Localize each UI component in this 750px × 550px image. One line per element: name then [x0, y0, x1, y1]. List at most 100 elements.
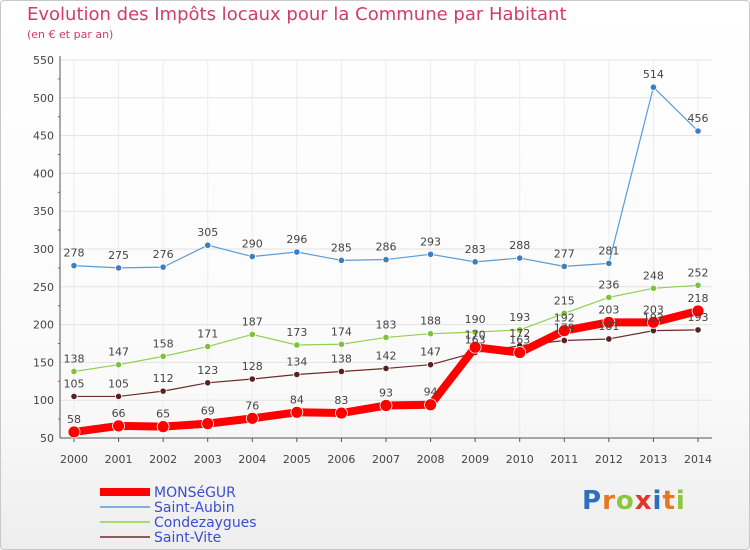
data-label-mons-gur: 94 — [424, 386, 438, 399]
data-label-saint-aubin: 281 — [598, 244, 619, 257]
chart-subtitle: (en € et par an) — [27, 28, 114, 41]
data-label-condezaygues: 193 — [509, 311, 530, 324]
legend-label: MONSéGUR — [154, 485, 236, 501]
data-label-mons-gur: 69 — [201, 405, 215, 418]
chart-series — [67, 83, 705, 439]
data-point-mons-gur — [335, 406, 348, 420]
y-tick-label: 300 — [33, 243, 54, 256]
proxiti-logo: Proxiti — [582, 486, 686, 516]
x-tick-label: 2006 — [327, 453, 355, 466]
data-label-saint-aubin: 305 — [197, 226, 218, 239]
data-label-condezaygues: 183 — [376, 318, 397, 331]
data-label-condezaygues: 147 — [108, 346, 129, 359]
data-point-saint-vite — [694, 326, 702, 334]
logo-letter: P — [582, 486, 603, 516]
y-tick-label: 200 — [33, 319, 54, 332]
data-label-condezaygues: 188 — [420, 315, 441, 328]
data-label-saint-vite: 172 — [509, 327, 530, 340]
data-point-saint-vite — [382, 364, 390, 373]
data-point-saint-aubin — [248, 252, 256, 261]
data-label-saint-aubin: 286 — [376, 241, 397, 254]
data-label-mons-gur: 203 — [598, 303, 619, 316]
data-point-mons-gur — [290, 405, 304, 419]
x-tick-label: 2000 — [60, 453, 88, 466]
data-point-saint-vite — [204, 379, 212, 387]
logo-letter: i — [652, 486, 663, 516]
x-tick-label: 2014 — [684, 453, 712, 466]
data-label-saint-aubin: 293 — [420, 235, 441, 248]
logo-letter: r — [602, 486, 616, 516]
data-point-condezaygues — [516, 326, 524, 334]
x-tick-label: 2001 — [105, 453, 133, 466]
data-label-saint-aubin: 277 — [554, 247, 575, 260]
data-label-mons-gur: 65 — [156, 408, 170, 421]
data-point-saint-aubin — [204, 241, 212, 249]
y-tick-label: 150 — [33, 356, 54, 369]
logo-letter: t — [662, 486, 676, 516]
data-point-saint-vite — [337, 367, 346, 376]
data-point-saint-vite — [70, 392, 78, 401]
data-label-saint-aubin: 296 — [286, 233, 307, 246]
data-label-condezaygues: 138 — [64, 352, 85, 365]
data-point-saint-aubin — [337, 256, 346, 264]
data-point-condezaygues — [382, 333, 390, 342]
data-point-condezaygues — [649, 284, 658, 292]
y-tick-label: 50 — [40, 432, 54, 445]
x-tick-label: 2013 — [639, 453, 667, 466]
data-point-condezaygues — [605, 293, 613, 301]
data-point-saint-aubin — [516, 254, 524, 262]
x-tick-label: 2012 — [595, 453, 623, 466]
data-label-condezaygues: 252 — [688, 266, 709, 279]
data-point-condezaygues — [560, 309, 568, 317]
data-point-mons-gur — [156, 420, 170, 434]
data-point-mons-gur — [67, 425, 81, 439]
data-label-saint-vite: 179 — [554, 321, 575, 334]
x-tick-label: 2009 — [461, 453, 489, 466]
data-point-saint-vite — [248, 375, 256, 383]
data-label-mons-gur: 66 — [112, 407, 126, 420]
legend-label: Saint-Vite — [154, 530, 221, 546]
data-label-condezaygues: 187 — [242, 315, 263, 328]
data-point-condezaygues — [293, 341, 301, 349]
logo-letter: o — [615, 486, 635, 516]
data-label-mons-gur: 76 — [245, 399, 259, 412]
y-tick-label: 400 — [33, 167, 54, 180]
data-label-saint-aubin: 285 — [331, 241, 352, 254]
data-label-mons-gur: 170 — [465, 328, 486, 341]
data-label-saint-vite: 142 — [376, 349, 397, 362]
x-tick-label: 2010 — [506, 453, 534, 466]
data-point-mons-gur — [513, 346, 527, 359]
data-label-saint-aubin: 290 — [242, 238, 263, 251]
data-point-saint-aubin — [694, 127, 702, 135]
data-label-condezaygues: 215 — [554, 294, 575, 307]
data-point-condezaygues — [204, 342, 212, 351]
data-point-mons-gur — [112, 419, 125, 433]
x-tick-label: 2003 — [194, 453, 222, 466]
x-tick-label: 2002 — [149, 453, 177, 466]
data-label-saint-aubin: 288 — [509, 239, 530, 252]
data-label-condezaygues: 158 — [153, 337, 174, 350]
data-label-condezaygues: 171 — [197, 328, 218, 341]
data-point-saint-aubin — [426, 250, 435, 258]
data-point-saint-aubin — [560, 262, 568, 270]
x-tick-label: 2007 — [372, 453, 400, 466]
data-label-saint-aubin: 456 — [688, 112, 709, 125]
data-point-saint-vite — [159, 387, 167, 395]
data-point-saint-vite — [560, 336, 568, 345]
y-tick-label: 550 — [33, 54, 54, 67]
data-label-mons-gur: 83 — [334, 394, 348, 407]
data-point-saint-aubin — [471, 258, 479, 266]
data-label-saint-vite: 193 — [688, 311, 709, 324]
data-point-mons-gur — [245, 411, 259, 425]
logo-letter: i — [675, 486, 686, 516]
data-label-mons-gur: 58 — [67, 413, 81, 426]
data-point-saint-aubin — [70, 262, 78, 270]
data-point-mons-gur — [379, 399, 393, 412]
data-label-condezaygues: 190 — [465, 313, 486, 326]
data-label-condezaygues: 248 — [643, 269, 664, 282]
x-tick-label: 2011 — [550, 453, 578, 466]
data-point-saint-aubin — [649, 83, 658, 91]
x-tick-label: 2005 — [283, 453, 311, 466]
chart-legend: MONSéGURSaint-AubinCondezayguesSaint-Vit… — [100, 485, 257, 546]
data-label-mons-gur: 203 — [643, 303, 664, 316]
